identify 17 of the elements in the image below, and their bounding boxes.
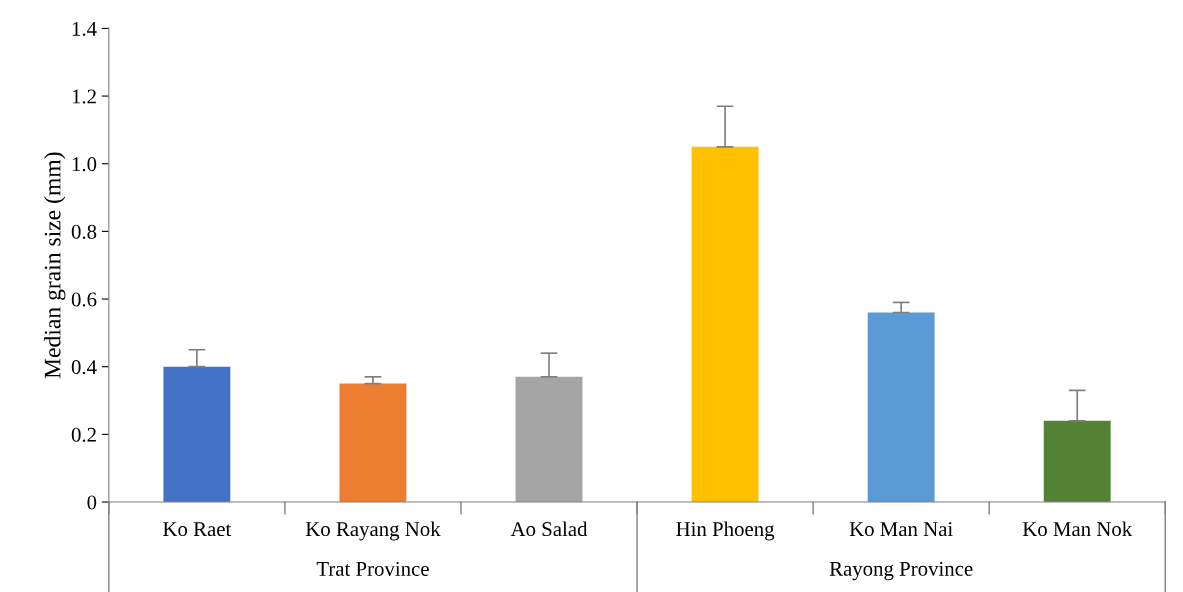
x-tick-label: Ko Raet	[163, 522, 232, 537]
x-tick-label: Ko Man Nok	[1022, 521, 1133, 537]
y-tick-label: 0.2	[71, 427, 96, 442]
y-tick-label: 1.0	[72, 157, 97, 172]
y-axis-title: Median grain size (mm)	[43, 152, 66, 379]
y-tick-label: 0	[87, 495, 97, 510]
x-tick-label: Ko Rayang Nok	[305, 521, 441, 541]
x-tick-label: Ao Salad	[510, 521, 588, 537]
x-tick-label: Ko Man Nai	[849, 522, 953, 537]
text: Trat Province	[316, 561, 429, 576]
y-tick-label: 0.4	[71, 360, 97, 375]
y-tick-label: 0.8	[71, 224, 97, 239]
text: Rayong Province	[829, 561, 973, 581]
x-tick-label: Hin Phoeng	[676, 521, 775, 541]
y-tick-label: 0.6	[71, 292, 97, 307]
y-tick-label: 1.2	[72, 89, 96, 104]
y-tick-label: 1.4	[72, 21, 97, 36]
